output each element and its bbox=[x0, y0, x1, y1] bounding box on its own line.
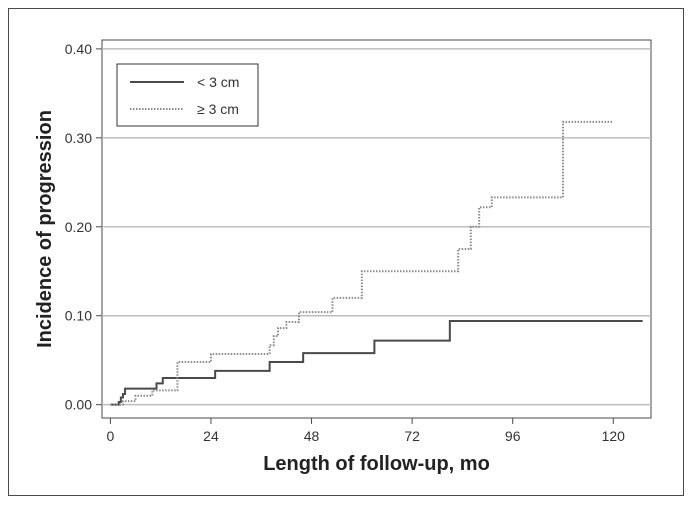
legend: < 3 cm ≥ 3 cm bbox=[116, 63, 259, 127]
grid bbox=[102, 48, 651, 406]
figure-frame bbox=[8, 8, 684, 496]
x-tick-label: 96 bbox=[505, 428, 521, 444]
y-axis-title: Incidence of progression bbox=[34, 110, 56, 348]
legend-box bbox=[116, 63, 259, 127]
x-tick-label: 24 bbox=[203, 428, 219, 444]
y-tick-label: 0.10 bbox=[65, 308, 92, 324]
x-tick-label: 72 bbox=[404, 428, 420, 444]
x-tick-label: 120 bbox=[602, 428, 626, 444]
x-tick-label: 48 bbox=[304, 428, 320, 444]
y-tick-label: 0.30 bbox=[65, 130, 92, 146]
y-tick-label: 0.20 bbox=[65, 219, 92, 235]
plot-area bbox=[101, 39, 652, 419]
y-axis: 0.00 0.10 0.20 0.30 0.40 bbox=[65, 41, 102, 413]
series-layer bbox=[110, 120, 643, 406]
series-line-lt3cm bbox=[110, 320, 643, 406]
legend-label-ge3cm: ≥ 3 cm bbox=[197, 101, 239, 117]
series-line-ge3cm bbox=[110, 120, 614, 406]
legend-label-lt3cm: < 3 cm bbox=[197, 74, 239, 90]
y-tick-label: 0.00 bbox=[65, 397, 92, 413]
x-axis: 0 24 48 72 96 120 bbox=[106, 418, 625, 444]
x-tick-label: 0 bbox=[106, 428, 114, 444]
x-axis-title: Length of follow-up, mo bbox=[263, 453, 490, 475]
y-tick-label: 0.40 bbox=[65, 41, 92, 57]
